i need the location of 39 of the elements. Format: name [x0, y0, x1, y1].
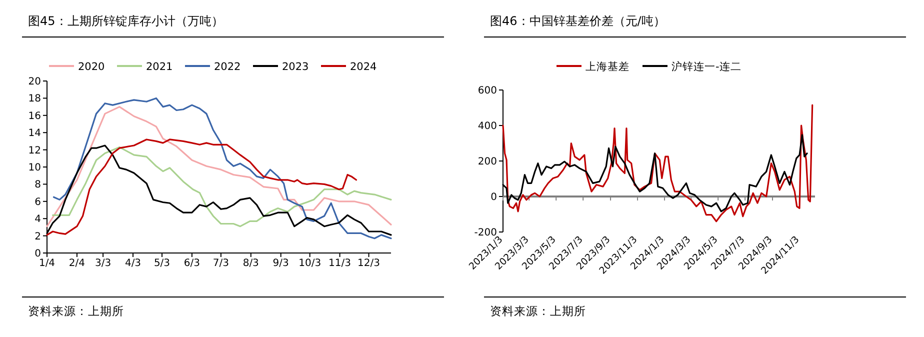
- x-tick-label: 6/3: [184, 258, 200, 269]
- x-tick-label: 12/3: [358, 258, 380, 269]
- x-tick-label: 11/3: [328, 258, 352, 269]
- y-tick-label: 0: [490, 192, 497, 203]
- legend-label: 2020: [78, 61, 105, 73]
- x-tick-label: 4/3: [124, 258, 142, 269]
- y-tick-label: 12: [28, 145, 41, 156]
- x-tick-label: 8/3: [242, 258, 259, 269]
- x-tick-label: 1/4: [38, 258, 56, 269]
- y-tick-label: 6: [34, 196, 41, 208]
- legend-label: 上海基差: [586, 60, 630, 73]
- y-tick-label: 16: [28, 110, 41, 122]
- x-tick-label: 7/3: [212, 258, 229, 269]
- y-tick-label: 10: [28, 162, 41, 174]
- legend-label: 2024: [350, 61, 378, 73]
- y-tick-label: 200: [478, 156, 497, 168]
- x-tick-label: 10/3: [298, 258, 322, 269]
- y-tick-label: 4: [34, 214, 41, 226]
- y-tick-label: 400: [478, 121, 497, 132]
- y-tick-label: 2: [34, 231, 41, 242]
- legend-label: 2023: [282, 61, 309, 73]
- legend-label: 2022: [214, 61, 241, 73]
- x-tick-label: 5/3: [154, 258, 170, 269]
- y-tick-label: 0: [34, 248, 41, 260]
- chart-title: 图46：中国锌基差价差（元/吨）: [490, 14, 666, 28]
- legend-label: 沪锌连一-连二: [672, 60, 742, 73]
- chart-title: 图45：上期所锌锭库存小计（万吨）: [28, 14, 224, 28]
- y-tick-label: -200: [474, 228, 497, 238]
- y-tick-label: 8: [34, 180, 41, 191]
- y-tick-label: 20: [28, 76, 41, 88]
- y-tick-label: 14: [28, 128, 41, 140]
- y-tick-label: 18: [28, 94, 41, 105]
- y-tick-label: 600: [478, 86, 497, 96]
- text: 资料来源：上期所: [490, 304, 586, 318]
- text: 资料来源：上期所: [28, 304, 124, 318]
- legend-label: 2021: [146, 61, 173, 73]
- x-tick-label: 9/3: [272, 258, 289, 269]
- x-tick-label: 2/4: [68, 258, 85, 269]
- x-tick-label: 3/3: [95, 258, 112, 269]
